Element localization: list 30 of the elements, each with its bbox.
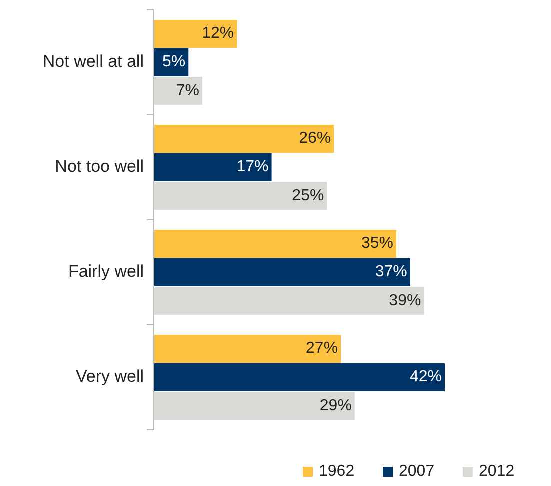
bar [154, 154, 272, 182]
bar [154, 392, 355, 420]
y-tick-label: Not too well [55, 156, 144, 176]
bar [154, 258, 410, 286]
bar [154, 230, 396, 258]
bar [154, 364, 445, 392]
y-tick-label: Fairly well [68, 262, 144, 281]
data-label: 17% [236, 158, 269, 176]
legend-label: 1962 [319, 463, 355, 480]
bar [154, 334, 342, 363]
data-label: 42% [410, 368, 442, 386]
y-tick-label: Very well [76, 366, 144, 386]
data-label: 7% [176, 82, 200, 100]
data-label: 12% [202, 25, 234, 42]
y-tick-label: Not well at all [42, 52, 144, 71]
legend-label: 2012 [479, 463, 515, 480]
bar [154, 124, 334, 153]
bar [154, 20, 238, 48]
data-label: 5% [162, 54, 186, 71]
data-label: 35% [361, 235, 394, 252]
data-label: 25% [292, 187, 324, 204]
bar [154, 287, 424, 316]
data-label: 27% [306, 340, 338, 358]
data-label: 26% [299, 130, 332, 148]
bar [154, 182, 328, 210]
bar [154, 77, 202, 106]
data-label: 39% [389, 292, 422, 310]
data-label: 37% [375, 264, 408, 281]
legend-label: 2007 [399, 463, 435, 480]
data-label: 29% [320, 397, 352, 414]
